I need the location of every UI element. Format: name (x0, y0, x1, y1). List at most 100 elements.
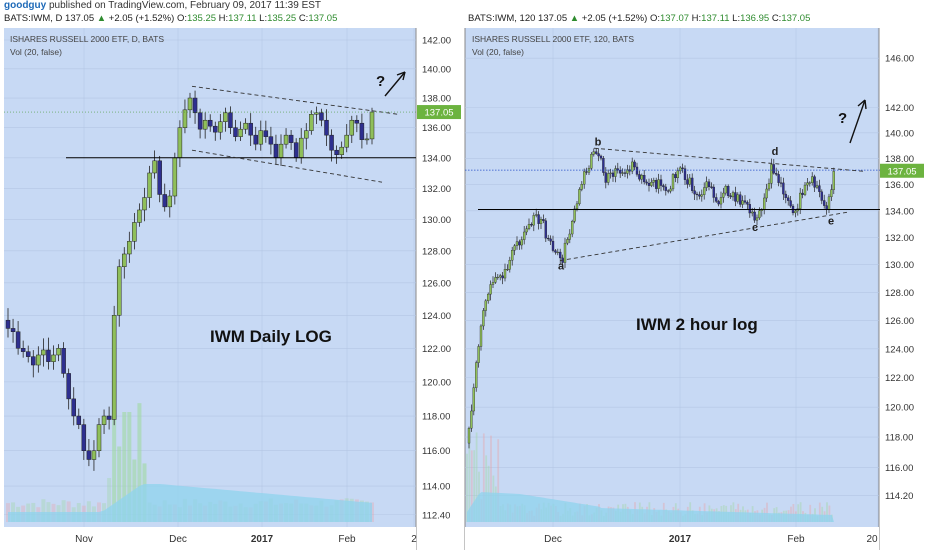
2h-plot-area[interactable] (465, 28, 879, 527)
daily-candle-body (339, 146, 344, 155)
daily-chart-panel[interactable]: 142.00 140.00 138.00 136.00 134.00 132.00 130.… (4, 28, 461, 550)
svg-text:137.05: 137.05 (887, 166, 916, 177)
2h-y-tick-label: 138.00 (885, 154, 914, 165)
2h-volume-bar (809, 504, 812, 522)
daily-candle-body (142, 197, 147, 211)
2h-candle-body (551, 240, 555, 251)
2h-volume-bar (797, 504, 800, 522)
2h-candle-body (705, 181, 708, 188)
2h-candle-body (503, 269, 507, 279)
2h-volume-bar (792, 503, 795, 522)
daily-candle-body (324, 119, 329, 136)
2h-candle-body (640, 175, 643, 180)
daily-candle-body (116, 266, 122, 316)
2h-chart-panel[interactable]: 146.00 142.00 140.00 138.00 136.00 134.00 132.… (464, 28, 924, 550)
2h-candle-body (633, 161, 636, 168)
daily-candle-body (202, 119, 208, 130)
2h-volume-bar (497, 439, 500, 522)
2h-x-tick-label: 2017 (669, 534, 692, 545)
2h-candle-body (751, 211, 754, 214)
2h-arrow-icon (849, 99, 867, 144)
2h-candle-body (811, 176, 814, 183)
2h-candle-body (782, 182, 785, 195)
daily-candle-body (122, 253, 127, 267)
2h-gridlines (465, 28, 879, 527)
daily-candle-body (268, 136, 274, 145)
2h-candle-body (671, 174, 675, 190)
2h-candle-body (698, 194, 701, 197)
2h-volume-bar (821, 506, 824, 522)
2h-candle-body (681, 167, 684, 169)
2h-y-tick-label: 128.00 (885, 288, 914, 299)
2h-candle-body (775, 173, 778, 175)
2h-volume-label: Vol (20, false) (472, 47, 524, 57)
daily-candle-body (172, 157, 178, 197)
daily-candle-body (248, 122, 253, 136)
author-link[interactable]: goodguy (4, 0, 47, 11)
2h-candle-body (590, 153, 593, 169)
daily-volume-label: Vol (20, false) (10, 47, 62, 57)
2h-y-tick-label: 136.00 (885, 180, 914, 191)
2h-volume-bar (475, 432, 478, 522)
2h-candle-body (734, 192, 737, 202)
daily-candle-body (31, 356, 36, 366)
daily-candle-body (106, 415, 112, 420)
2h-candle-body (760, 209, 763, 211)
daily-plot-area[interactable] (4, 28, 416, 527)
2h-volume-bar (473, 450, 476, 522)
2h-trendlines (465, 147, 880, 262)
2h-candle-body (535, 214, 538, 216)
2h-x-tick-label: Dec (544, 534, 562, 545)
daily-candle-body (61, 348, 66, 374)
2h-x-ticks: Dec 2017 Feb 20 (544, 534, 878, 545)
daily-candle-body (334, 149, 339, 155)
2h-annotation: IWM 2 hour log (636, 315, 758, 334)
wave-label-b: b (595, 136, 602, 148)
daily-x-tick-label: 2 (411, 534, 417, 545)
2h-candle-body (568, 233, 571, 240)
daily-candle-body (197, 112, 203, 130)
2h-candle-body (638, 174, 641, 180)
daily-candle-body (36, 354, 41, 366)
2h-candle-body (544, 220, 547, 239)
2h-y-tick-label: 122.00 (885, 373, 914, 384)
daily-volume (6, 403, 374, 522)
daily-candle-body (147, 172, 152, 198)
2h-candle-body (695, 193, 699, 196)
2h-candle-body (614, 168, 617, 177)
publish-info: goodguy published on TradingView.com, Fe… (4, 0, 321, 11)
2h-candle-body (691, 177, 694, 191)
daily-volume-bar (61, 500, 66, 522)
2h-x-tick-label: 20 (866, 534, 878, 545)
2h-candle-body (508, 260, 511, 270)
2h-candle-body (530, 224, 533, 226)
daily-candle-body (91, 450, 97, 460)
daily-x-tick-label: 2017 (251, 534, 274, 545)
2h-candle-body (511, 250, 514, 261)
daily-candle-body (111, 315, 117, 420)
2h-volume-bar (766, 502, 768, 522)
daily-candle-body (314, 112, 319, 115)
chart-panels[interactable]: 142.00 140.00 138.00 136.00 134.00 132.00 130.… (0, 28, 932, 550)
2h-candle-body (494, 277, 497, 283)
daily-volume-bar (122, 412, 127, 522)
ohlc-readout-2h: BATS:IWM, 120 137.05 ▲ +2.05 (+1.52%) O:… (468, 13, 811, 24)
2h-candle-body (616, 168, 619, 171)
daily-volume-bar (107, 477, 112, 522)
2h-candle-body (813, 176, 816, 188)
2h-candle-body (652, 180, 655, 183)
daily-candle-body (263, 130, 269, 137)
2h-candle-body (520, 239, 523, 246)
2h-candle-body (724, 185, 727, 194)
daily-candle-body (56, 348, 61, 356)
2h-candle-body (532, 215, 535, 226)
daily-candle-body (354, 119, 360, 124)
2h-candle-body (595, 151, 598, 154)
2h-upper-trendline (593, 147, 866, 172)
2h-candle-body (787, 197, 790, 201)
2h-candle-body (825, 205, 828, 210)
daily-candle-body (223, 112, 228, 122)
daily-candle-body (41, 349, 46, 356)
daily-candle-body (25, 351, 31, 357)
daily-question-mark: ? (376, 73, 385, 90)
